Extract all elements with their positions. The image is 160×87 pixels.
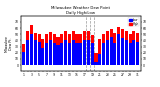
Bar (110, 29, 113, 65)
Bar (83, 40, 86, 65)
Bar (37, 34, 40, 65)
Bar (117, 27, 120, 65)
Bar (136, 42, 139, 65)
Bar (68, 43, 71, 65)
Bar (94, 62, 97, 65)
Bar (102, 43, 105, 65)
Bar (98, 54, 101, 65)
Bar (26, 40, 29, 65)
Bar (121, 29, 124, 65)
Bar (30, 25, 33, 65)
Bar (94, 53, 97, 65)
Bar (113, 43, 116, 65)
Bar (125, 40, 128, 65)
Bar (49, 32, 52, 65)
Bar (132, 31, 136, 65)
Bar (37, 42, 40, 65)
Bar (22, 52, 25, 65)
Bar (76, 43, 79, 65)
Bar (49, 40, 52, 65)
Bar (121, 38, 124, 65)
Bar (53, 43, 56, 65)
Bar (106, 40, 109, 65)
Bar (56, 37, 60, 65)
Bar (106, 31, 109, 65)
Bar (60, 34, 63, 65)
Bar (34, 40, 37, 65)
Y-axis label: Milwaukee
Dew Pt.: Milwaukee Dew Pt. (5, 35, 13, 52)
Bar (68, 34, 71, 65)
Bar (129, 34, 132, 65)
Bar (83, 31, 86, 65)
Bar (110, 37, 113, 65)
Bar (76, 34, 79, 65)
Bar (98, 39, 101, 65)
Bar (129, 43, 132, 65)
Bar (56, 45, 60, 65)
Bar (41, 48, 44, 65)
Bar (64, 40, 67, 65)
Bar (91, 43, 94, 65)
Bar (64, 31, 67, 65)
Bar (102, 34, 105, 65)
Bar (41, 39, 44, 65)
Bar (79, 34, 82, 65)
Bar (72, 40, 75, 65)
Bar (34, 33, 37, 65)
Bar (22, 44, 25, 65)
Bar (113, 33, 116, 65)
Title: Milwaukee Weather Dew Point
Daily High/Low: Milwaukee Weather Dew Point Daily High/L… (51, 6, 110, 15)
Legend: Low, High: Low, High (128, 17, 139, 26)
Bar (132, 40, 136, 65)
Bar (79, 43, 82, 65)
Bar (45, 34, 48, 65)
Bar (87, 40, 90, 65)
Bar (91, 35, 94, 65)
Bar (53, 34, 56, 65)
Bar (45, 43, 48, 65)
Bar (30, 34, 33, 65)
Bar (87, 31, 90, 65)
Bar (117, 34, 120, 65)
Bar (60, 43, 63, 65)
Bar (72, 31, 75, 65)
Bar (125, 31, 128, 65)
Bar (26, 31, 29, 65)
Bar (136, 33, 139, 65)
